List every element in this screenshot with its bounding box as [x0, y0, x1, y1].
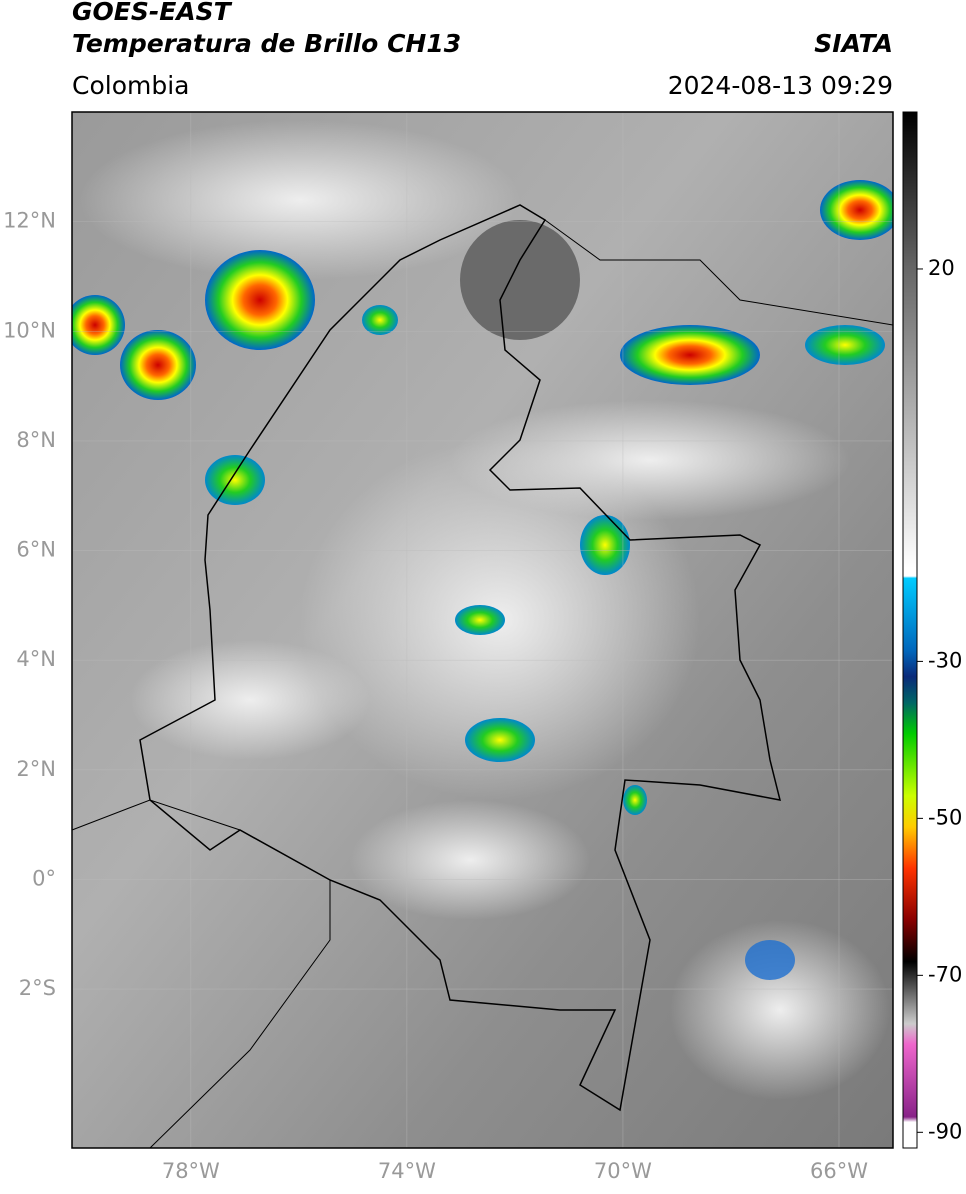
lat-tick-label: 4°N [16, 647, 56, 671]
lon-tick-label: 78°W [162, 1159, 220, 1183]
datetime: 2024-08-13 09:29 [668, 71, 893, 100]
colorbar-tick-label: -90 [928, 1119, 962, 1143]
colorbar-tick-label: -50 [928, 805, 962, 829]
lat-tick-label: 0° [32, 866, 56, 890]
satellite-image [72, 112, 893, 1148]
colorbar-tick-label: -30 [928, 648, 962, 672]
lat-tick-label: 12°N [3, 209, 56, 233]
lat-tick-label: 2°N [16, 757, 56, 781]
source: SIATA [814, 29, 893, 58]
coastline [71, 799, 331, 1149]
colorbar-tick-label: 20 [928, 256, 955, 280]
colorbar-ticks: 20 -30 -50 -70 -90 [917, 256, 962, 1143]
title: GOES-EAST [72, 0, 233, 26]
lat-tick-label: 8°N [16, 428, 56, 452]
lat-tick-label: 10°N [3, 318, 56, 342]
colorbar-tick-label: -70 [928, 962, 962, 986]
subtitle: Temperatura de Brillo CH13 [72, 29, 461, 58]
lon-tick-label: 74°W [378, 1159, 436, 1183]
colorbar [902, 111, 918, 1149]
map-frame [71, 111, 894, 1149]
coastline [544, 219, 894, 326]
region: Colombia [72, 71, 189, 100]
lon-tick-label: 66°W [810, 1159, 868, 1183]
lon-tick-label: 70°W [594, 1159, 652, 1183]
lat-tick-label: 2°S [19, 976, 56, 1000]
lat-tick-label: 6°N [16, 538, 56, 562]
